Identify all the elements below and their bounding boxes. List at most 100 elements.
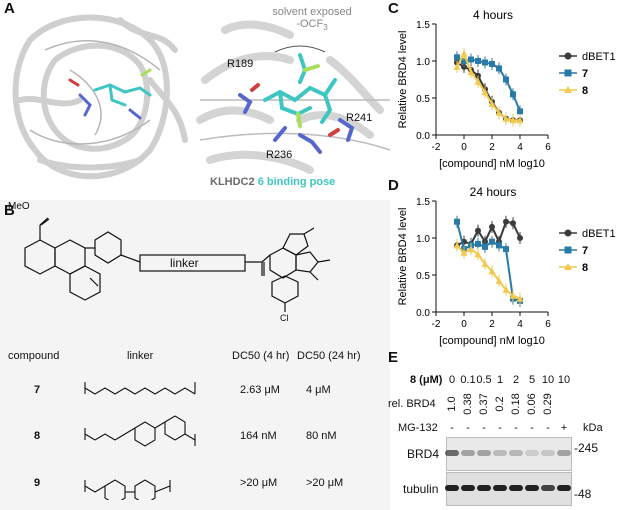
relbrd4-value: 0.37 bbox=[478, 393, 490, 415]
header-compound: compound bbox=[8, 350, 60, 362]
residue-label-r189: R189 bbox=[227, 58, 254, 70]
solvent-line2: -OCF3 bbox=[272, 18, 352, 34]
data-point-8 bbox=[481, 260, 489, 267]
data-point-dBET1 bbox=[503, 218, 509, 225]
tubulin-band bbox=[461, 485, 475, 491]
data-point-8 bbox=[467, 245, 475, 253]
tubulin-band bbox=[493, 485, 507, 491]
relbrd4-value: 0.18 bbox=[510, 393, 522, 415]
data-point-8 bbox=[467, 68, 475, 76]
x-tick-label: 2 bbox=[489, 319, 495, 330]
mw-48: 48 bbox=[578, 487, 592, 501]
conc-value: 0 bbox=[448, 374, 456, 386]
compound-8-row-label: 8 (μM) bbox=[410, 374, 442, 386]
x-tick-label: 6 bbox=[545, 142, 551, 153]
relbrd4-value: 0.29 bbox=[542, 393, 554, 415]
data-point-7 bbox=[503, 246, 509, 253]
conc-value: 2 bbox=[512, 374, 520, 386]
mg132-value: + bbox=[560, 422, 568, 434]
legend-label-8: 8 bbox=[582, 262, 588, 274]
mw-marker-245: -245 bbox=[574, 441, 599, 455]
brd4-band bbox=[557, 450, 571, 456]
row-8-dc24: 80 nM bbox=[306, 430, 337, 442]
data-point-dBET1 bbox=[517, 235, 523, 241]
conc-value: 10 bbox=[541, 374, 555, 386]
legend-label-dBET1: dBET1 bbox=[582, 51, 616, 63]
mg132-value: - bbox=[530, 422, 534, 434]
tubulin-band bbox=[445, 485, 459, 491]
row-7-compound: 7 bbox=[34, 384, 41, 396]
caption-klhdc2: KLHDC2 bbox=[210, 176, 255, 188]
data-point-8 bbox=[516, 295, 524, 302]
data-point-8 bbox=[453, 63, 461, 70]
solvent-line1: solvent exposed bbox=[272, 6, 352, 18]
conc-value: 5 bbox=[528, 374, 536, 386]
legend-label-7: 7 bbox=[582, 68, 588, 80]
relbrd4-value: 0.06 bbox=[526, 393, 538, 415]
mg132-value: - bbox=[498, 422, 502, 434]
data-point-8 bbox=[495, 277, 503, 284]
data-point-8 bbox=[502, 115, 510, 122]
brd4-band bbox=[525, 450, 539, 456]
data-point-dBET1 bbox=[489, 223, 495, 230]
chart-title: 24 hours bbox=[470, 185, 517, 199]
series-line-7 bbox=[456, 221, 521, 302]
data-point-7 bbox=[454, 218, 460, 225]
legend-label-8: 8 bbox=[582, 85, 588, 97]
data-point-7 bbox=[489, 238, 495, 245]
y-axis-label: Relative BRD4 level bbox=[397, 31, 409, 129]
row-7-dc4: 2.63 μM bbox=[240, 384, 280, 396]
data-point-7 bbox=[475, 58, 481, 64]
conc-value: 0.5 bbox=[476, 374, 492, 386]
residue-label-r241: R241 bbox=[346, 112, 373, 124]
data-point-7 bbox=[496, 242, 502, 249]
x-tick-label: 0 bbox=[461, 319, 467, 330]
panel-label-b: B bbox=[4, 202, 15, 219]
mg132-value: - bbox=[546, 422, 550, 434]
tubulin-band bbox=[477, 485, 491, 491]
conc-value: 0.1 bbox=[460, 374, 476, 386]
brd4-band-label: BRD4 bbox=[407, 447, 440, 461]
header-dc50-24hr: DC50 (24 hr) bbox=[297, 350, 361, 362]
tubulin-band bbox=[509, 485, 523, 491]
panel-label-c: C bbox=[388, 0, 399, 17]
header-linker: linker bbox=[127, 350, 154, 362]
mg132-value: - bbox=[514, 422, 518, 434]
legend-label-dBET1: dBET1 bbox=[582, 228, 616, 240]
data-point-8 bbox=[495, 109, 503, 116]
brd4-band bbox=[541, 450, 555, 456]
brd4-blot bbox=[446, 437, 572, 471]
data-point-7 bbox=[489, 60, 495, 67]
panel-label-e: E bbox=[388, 349, 399, 366]
data-point-7 bbox=[475, 240, 481, 247]
x-tick-label: 0 bbox=[461, 142, 467, 153]
tubulin-band bbox=[557, 485, 571, 491]
data-point-7 bbox=[496, 65, 502, 72]
mg132-value: - bbox=[482, 422, 486, 434]
x-tick-label: 4 bbox=[517, 319, 523, 330]
data-point-8 bbox=[474, 250, 482, 258]
conc-label: 8 (μM) bbox=[410, 374, 443, 386]
row-9-dc24: >20 μM bbox=[306, 477, 344, 489]
brd4-band bbox=[477, 450, 491, 456]
solvent-exposed-label: solvent exposed -OCF3 bbox=[272, 6, 352, 34]
y-tick-label: 1.0 bbox=[416, 234, 430, 245]
ester-label: MeO bbox=[8, 201, 30, 212]
mg132-label: MG-132 bbox=[398, 422, 438, 434]
row-9-dc4: >20 μM bbox=[240, 477, 278, 489]
mw-245: 245 bbox=[578, 441, 599, 455]
chloro-label: Cl bbox=[280, 313, 289, 323]
data-point-7 bbox=[454, 54, 460, 61]
mw-marker-48: -48 bbox=[574, 487, 592, 501]
data-point-8 bbox=[516, 116, 524, 124]
brd4-band bbox=[509, 450, 523, 456]
chart-24-hours: 24 hours 0.0 0.5 1.0 1.5 -2 0 2 4 6[compound] nM … bbox=[397, 185, 616, 347]
y-tick-label: 1.5 bbox=[416, 20, 430, 31]
mg132-value: - bbox=[466, 422, 470, 434]
solvent-ocf: -OCF bbox=[296, 18, 324, 30]
header-dc50-4hr: DC50 (4 hr) bbox=[232, 350, 290, 362]
data-point-dBET1 bbox=[510, 220, 516, 227]
brd4-band bbox=[493, 450, 507, 456]
data-point-7 bbox=[503, 76, 509, 83]
data-point-8 bbox=[453, 241, 461, 249]
